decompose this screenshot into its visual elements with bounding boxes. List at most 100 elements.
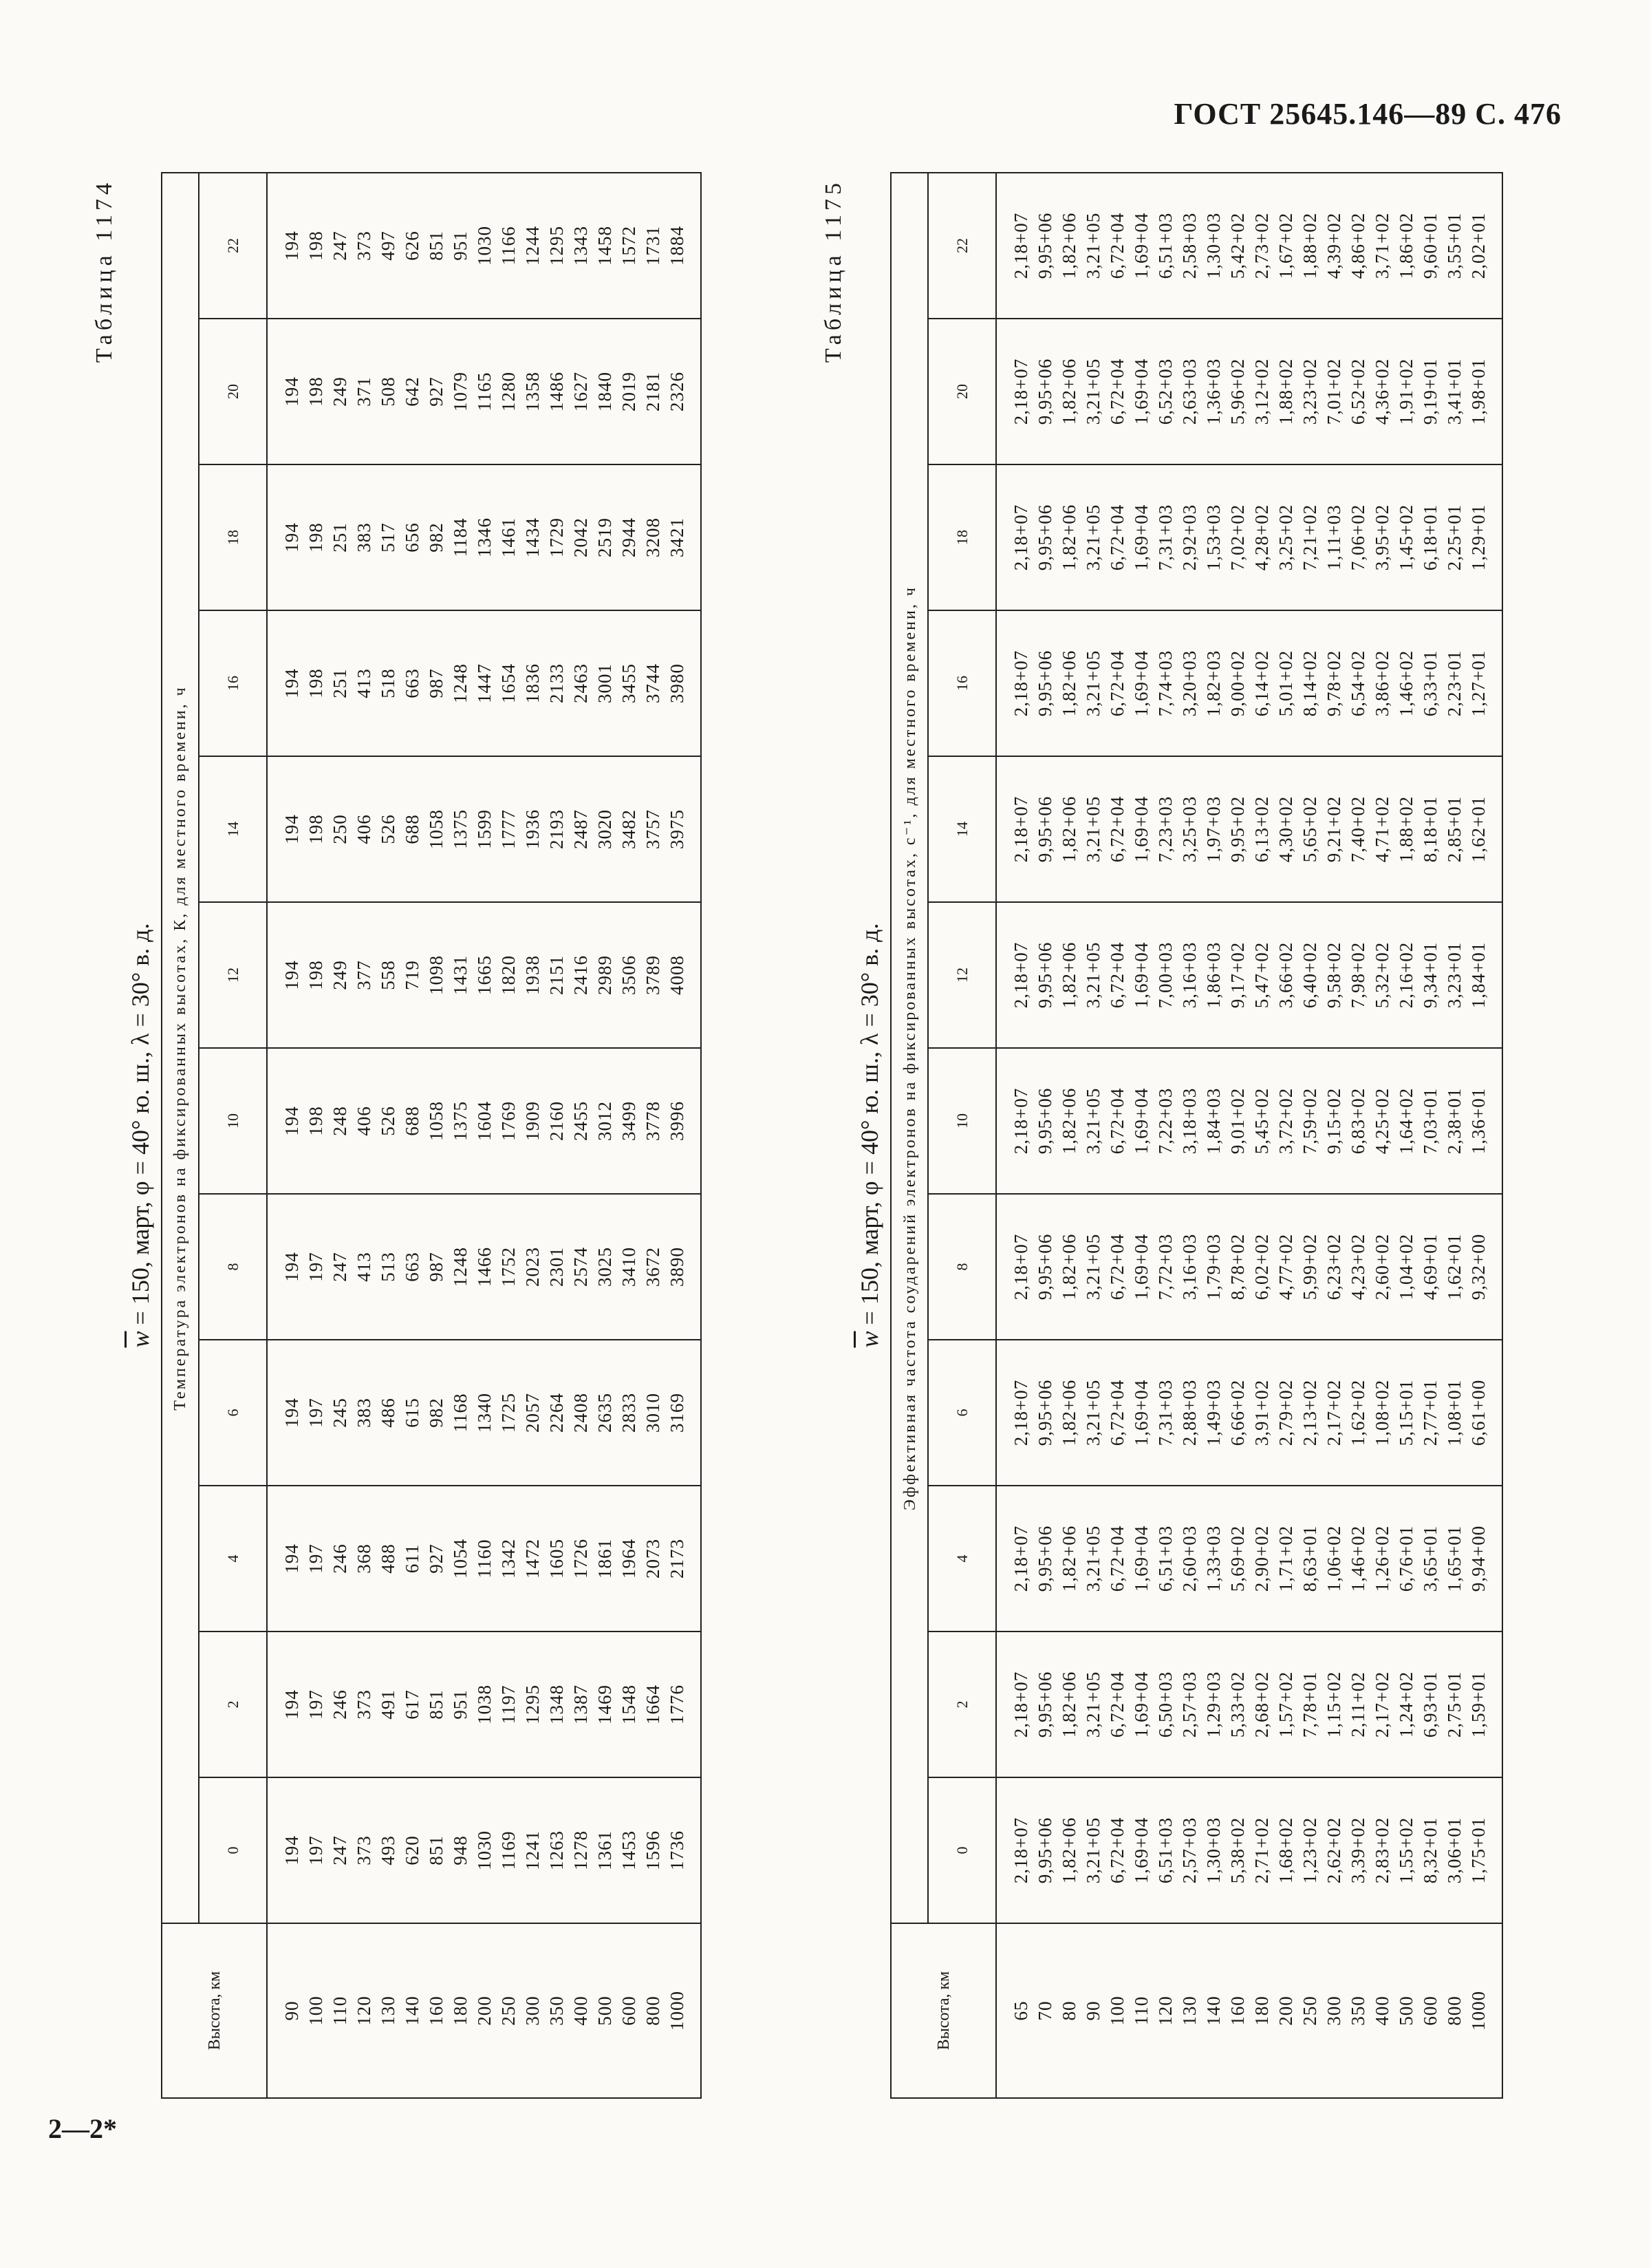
value-cell: 558 bbox=[376, 902, 400, 1048]
value-cell: 2,57+03 bbox=[1178, 1777, 1202, 1923]
value-cell: 4,39+02 bbox=[1322, 173, 1346, 319]
value-cell: 688 bbox=[400, 1048, 424, 1194]
value-cell: 6,72+04 bbox=[1105, 464, 1130, 610]
value-cell: 197 bbox=[304, 1194, 328, 1340]
value-cell: 198 bbox=[304, 756, 328, 902]
value-cell: 1861 bbox=[593, 1486, 617, 1632]
value-cell: 3499 bbox=[617, 1048, 641, 1194]
value-cell: 1079 bbox=[449, 319, 473, 464]
height-header: Высота, км bbox=[891, 1923, 996, 2098]
hour-header: 2 bbox=[199, 1632, 267, 1777]
value-cell: 508 bbox=[376, 319, 400, 464]
value-cell: 1038 bbox=[473, 1632, 497, 1777]
value-cell: 8,14+02 bbox=[1298, 610, 1322, 756]
height-cell: 800 bbox=[1443, 1923, 1467, 2098]
value-cell: 8,63+01 bbox=[1298, 1486, 1322, 1632]
value-cell: 1,49+03 bbox=[1202, 1340, 1226, 1486]
hour-row: 0 2 4 6 8 10 12 14 16 18 20 22 bbox=[199, 173, 267, 2098]
value-cell: 2,17+02 bbox=[1370, 1632, 1394, 1777]
value-cell: 2,57+03 bbox=[1178, 1632, 1202, 1777]
page-mark: 2—2* bbox=[48, 2113, 117, 2144]
value-cell: 1,46+02 bbox=[1346, 1486, 1370, 1632]
value-cell: 248 bbox=[328, 1048, 352, 1194]
value-cell: 1,82+06 bbox=[1057, 173, 1081, 319]
value-cell: 2,18+07 bbox=[996, 1777, 1033, 1923]
value-cell: 3,21+05 bbox=[1081, 1486, 1105, 1632]
height-cell: 180 bbox=[1250, 1923, 1274, 2098]
value-cell: 3,41+01 bbox=[1443, 319, 1467, 464]
value-cell: 6,51+03 bbox=[1154, 1486, 1178, 1632]
value-cell: 2264 bbox=[545, 1340, 569, 1486]
value-cell: 2833 bbox=[617, 1340, 641, 1486]
value-cell: 1,24+02 bbox=[1394, 1632, 1418, 1777]
value-cell: 194 bbox=[267, 756, 304, 902]
value-cell: 3506 bbox=[617, 902, 641, 1048]
value-cell: 1,69+04 bbox=[1130, 610, 1154, 756]
value-cell: 2160 bbox=[545, 1048, 569, 1194]
value-cell: 3672 bbox=[641, 1194, 665, 1340]
value-cell: 9,95+02 bbox=[1226, 756, 1250, 902]
value-cell: 7,00+03 bbox=[1154, 902, 1178, 1048]
value-cell: 9,15+02 bbox=[1322, 1048, 1346, 1194]
caption-symbol: w bbox=[856, 1331, 883, 1348]
value-header: Температура электронов на фиксированных … bbox=[162, 173, 199, 1923]
value-cell: 1,30+03 bbox=[1202, 1777, 1226, 1923]
value-cell: 2487 bbox=[569, 756, 593, 902]
hour-header: 22 bbox=[928, 173, 996, 319]
value-cell: 526 bbox=[376, 1048, 400, 1194]
value-cell: 9,95+06 bbox=[1033, 464, 1057, 610]
value-cell: 247 bbox=[328, 1194, 352, 1340]
height-cell: 120 bbox=[352, 1923, 376, 2098]
value-cell: 6,72+04 bbox=[1105, 319, 1130, 464]
value-cell: 1936 bbox=[521, 756, 545, 902]
height-cell: 100 bbox=[304, 1923, 328, 2098]
value-cell: 4,23+02 bbox=[1346, 1194, 1370, 1340]
value-cell: 2,85+01 bbox=[1443, 756, 1467, 902]
value-cell: 9,95+06 bbox=[1033, 319, 1057, 464]
value-cell: 611 bbox=[400, 1486, 424, 1632]
height-cell: 400 bbox=[1370, 1923, 1394, 2098]
value-cell: 2,68+02 bbox=[1250, 1632, 1274, 1777]
value-cell: 1030 bbox=[473, 173, 497, 319]
value-cell: 5,01+02 bbox=[1274, 610, 1298, 756]
value-cell: 1058 bbox=[424, 756, 449, 902]
value-cell: 1,46+02 bbox=[1394, 610, 1418, 756]
value-cell: 2408 bbox=[569, 1340, 593, 1486]
value-cell: 3,06+01 bbox=[1443, 1777, 1467, 1923]
value-cell: 4,77+02 bbox=[1274, 1194, 1298, 1340]
value-cell: 1840 bbox=[593, 319, 617, 464]
value-cell: 1278 bbox=[569, 1777, 593, 1923]
value-cell: 1,69+04 bbox=[1130, 1632, 1154, 1777]
height-cell: 100 bbox=[1105, 1923, 1130, 2098]
value-cell: 383 bbox=[352, 464, 376, 610]
value-cell: 3975 bbox=[665, 756, 701, 902]
value-cell: 7,31+03 bbox=[1154, 1340, 1178, 1486]
value-cell: 6,52+02 bbox=[1346, 319, 1370, 464]
value-cell: 493 bbox=[376, 1777, 400, 1923]
value-cell: 3980 bbox=[665, 610, 701, 756]
value-cell: 6,93+01 bbox=[1418, 1632, 1443, 1777]
value-cell: 4,28+02 bbox=[1250, 464, 1274, 610]
value-cell: 9,00+02 bbox=[1226, 610, 1250, 756]
value-cell: 3020 bbox=[593, 756, 617, 902]
value-cell: 1,69+04 bbox=[1130, 319, 1154, 464]
value-cell: 2173 bbox=[665, 1486, 701, 1632]
data-row: 300 1241 1295 1472 2057 2023 1909 1938 1936 1836 1… bbox=[521, 173, 545, 2098]
value-cell: 1340 bbox=[473, 1340, 497, 1486]
height-cell: 600 bbox=[1418, 1923, 1443, 2098]
hour-header: 12 bbox=[199, 902, 267, 1048]
value-cell: 1346 bbox=[473, 464, 497, 610]
hour-header: 18 bbox=[928, 464, 996, 610]
height-cell: 160 bbox=[424, 1923, 449, 2098]
data-row: 110 1,69+04 1,69+04 1,69+04 1,69+04 1,69+04 1,… bbox=[1130, 173, 1154, 2098]
value-cell: 1295 bbox=[521, 1632, 545, 1777]
value-cell: 246 bbox=[328, 1632, 352, 1777]
value-cell: 3012 bbox=[593, 1048, 617, 1194]
value-cell: 249 bbox=[328, 902, 352, 1048]
hour-header: 20 bbox=[199, 319, 267, 464]
value-cell: 1,59+01 bbox=[1467, 1632, 1502, 1777]
data-row: 65 2,18+07 2,18+07 2,18+07 2,18+07 2,18+07 2,1… bbox=[996, 173, 1033, 2098]
value-cell: 3,21+05 bbox=[1081, 1777, 1105, 1923]
value-cell: 197 bbox=[304, 1340, 328, 1486]
